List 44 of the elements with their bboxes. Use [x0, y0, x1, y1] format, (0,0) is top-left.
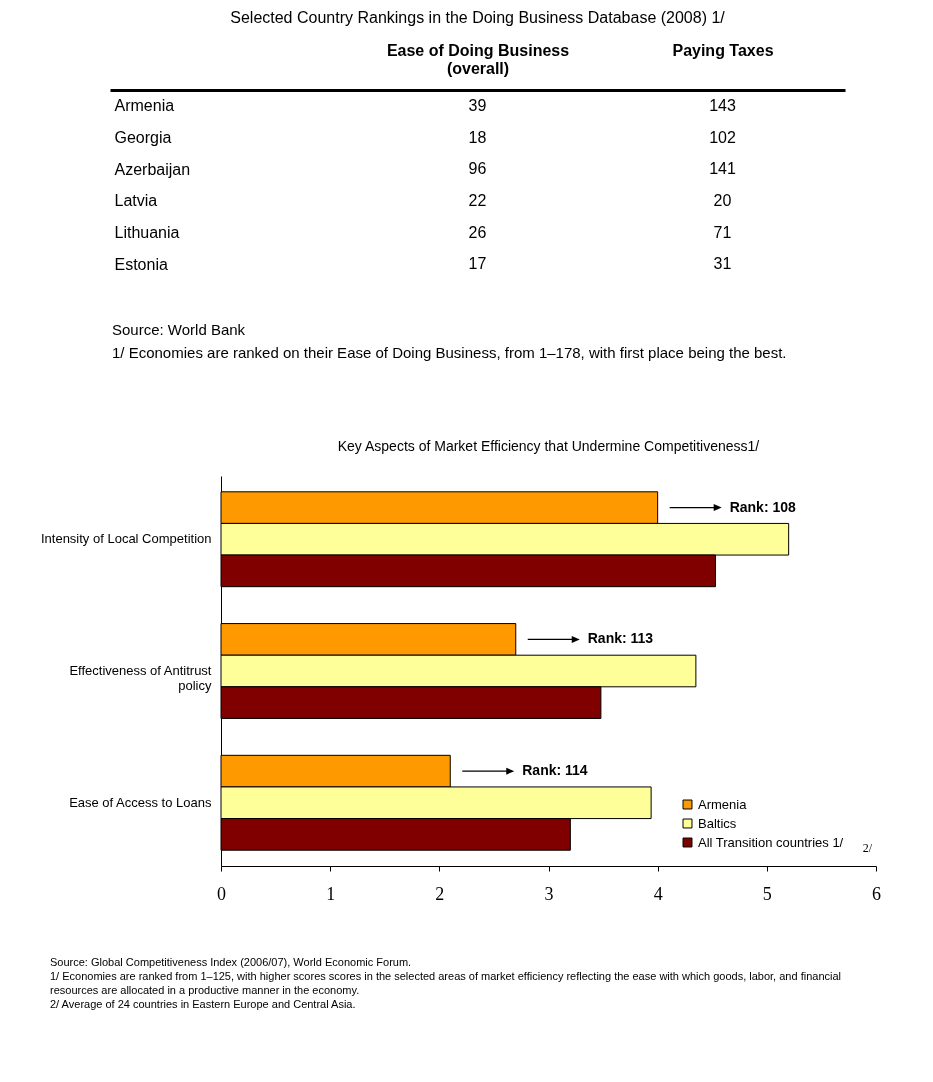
x-tick-label: 6 [872, 883, 881, 904]
legend-label: Armenia [698, 796, 748, 812]
data-label: 20 [713, 191, 732, 209]
category-label: Azerbaijan [114, 160, 191, 178]
data-label: 22 [468, 191, 487, 209]
y-tick-label: Intensity of Local Competition [40, 531, 212, 547]
x-tick-label: 1 [326, 883, 336, 904]
x-tick-label: 0 [217, 883, 226, 904]
source-note: Source: Global Competitiveness Index (2006/07), World Economic Forum. [50, 955, 413, 969]
annotation: Rank: 113 [587, 630, 654, 647]
x-tick-label: 5 [762, 883, 772, 904]
text: 1/ Economies are ranked from 1–125, with higher scores scores in the selected areas of market efficiency reflecting the ease with which goods, labor, and financial resources are allocated in a productive manner in the economy. [50, 969, 842, 997]
source-note: Source: World Bank [112, 320, 247, 340]
text: 2/ Average of 24 countries in Eastern Europe and Central Asia. [50, 997, 357, 1011]
category-label: Armenia [114, 97, 175, 115]
annotation: Rank: 108 [729, 498, 797, 515]
y-tick-label: Ease of Access to Loans [69, 794, 212, 810]
data-label: 17 [468, 255, 487, 273]
data-label: 31 [713, 255, 732, 273]
category-label: Latvia [114, 192, 158, 210]
data-label: 39 [468, 96, 487, 114]
y-tick-label: Effectiveness of Antitrust policy [69, 663, 212, 693]
category-label: Estonia [114, 255, 168, 273]
series-label: Ease of Doing Business (overall) [386, 41, 570, 77]
data-label: 71 [713, 223, 732, 241]
text: Selected Country Rankings in the Doing Business Database (2008) 1/ [230, 9, 726, 26]
legend-label: Baltics [698, 815, 737, 831]
data-label: 143 [709, 96, 736, 114]
data-label: 141 [709, 160, 736, 178]
data-label: 102 [709, 128, 736, 146]
chart-title: Key Aspects of Market Efficiency that Undermine Competitiveness1/ [337, 438, 760, 454]
legend-label: All Transition countries 1/ [698, 834, 844, 850]
category-label: Georgia [114, 129, 172, 146]
x-tick-label: 3 [544, 883, 554, 904]
category-label: Lithuania [114, 224, 180, 241]
x-tick-label: 4 [653, 883, 663, 904]
data-label: 18 [468, 128, 487, 146]
annotation: 2/ [862, 841, 873, 855]
text: 1/ Economies are ranked on their Ease of Doing Business, from 1–178, with first place being the best. [112, 343, 788, 363]
data-label: 96 [468, 160, 487, 178]
data-label: 26 [468, 223, 487, 241]
annotation: Rank: 114 [522, 762, 588, 779]
x-tick-label: 2 [435, 883, 445, 904]
text: Paying Taxes [672, 41, 774, 59]
